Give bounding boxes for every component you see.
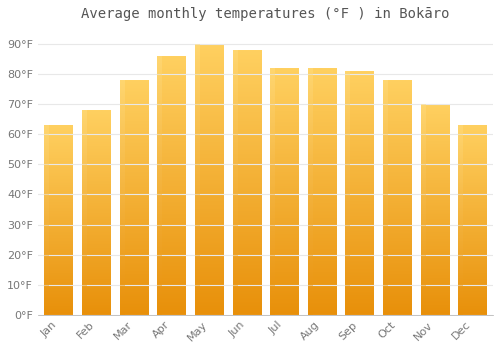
Title: Average monthly temperatures (°F ) in Bokāro: Average monthly temperatures (°F ) in Bo… xyxy=(81,7,450,21)
